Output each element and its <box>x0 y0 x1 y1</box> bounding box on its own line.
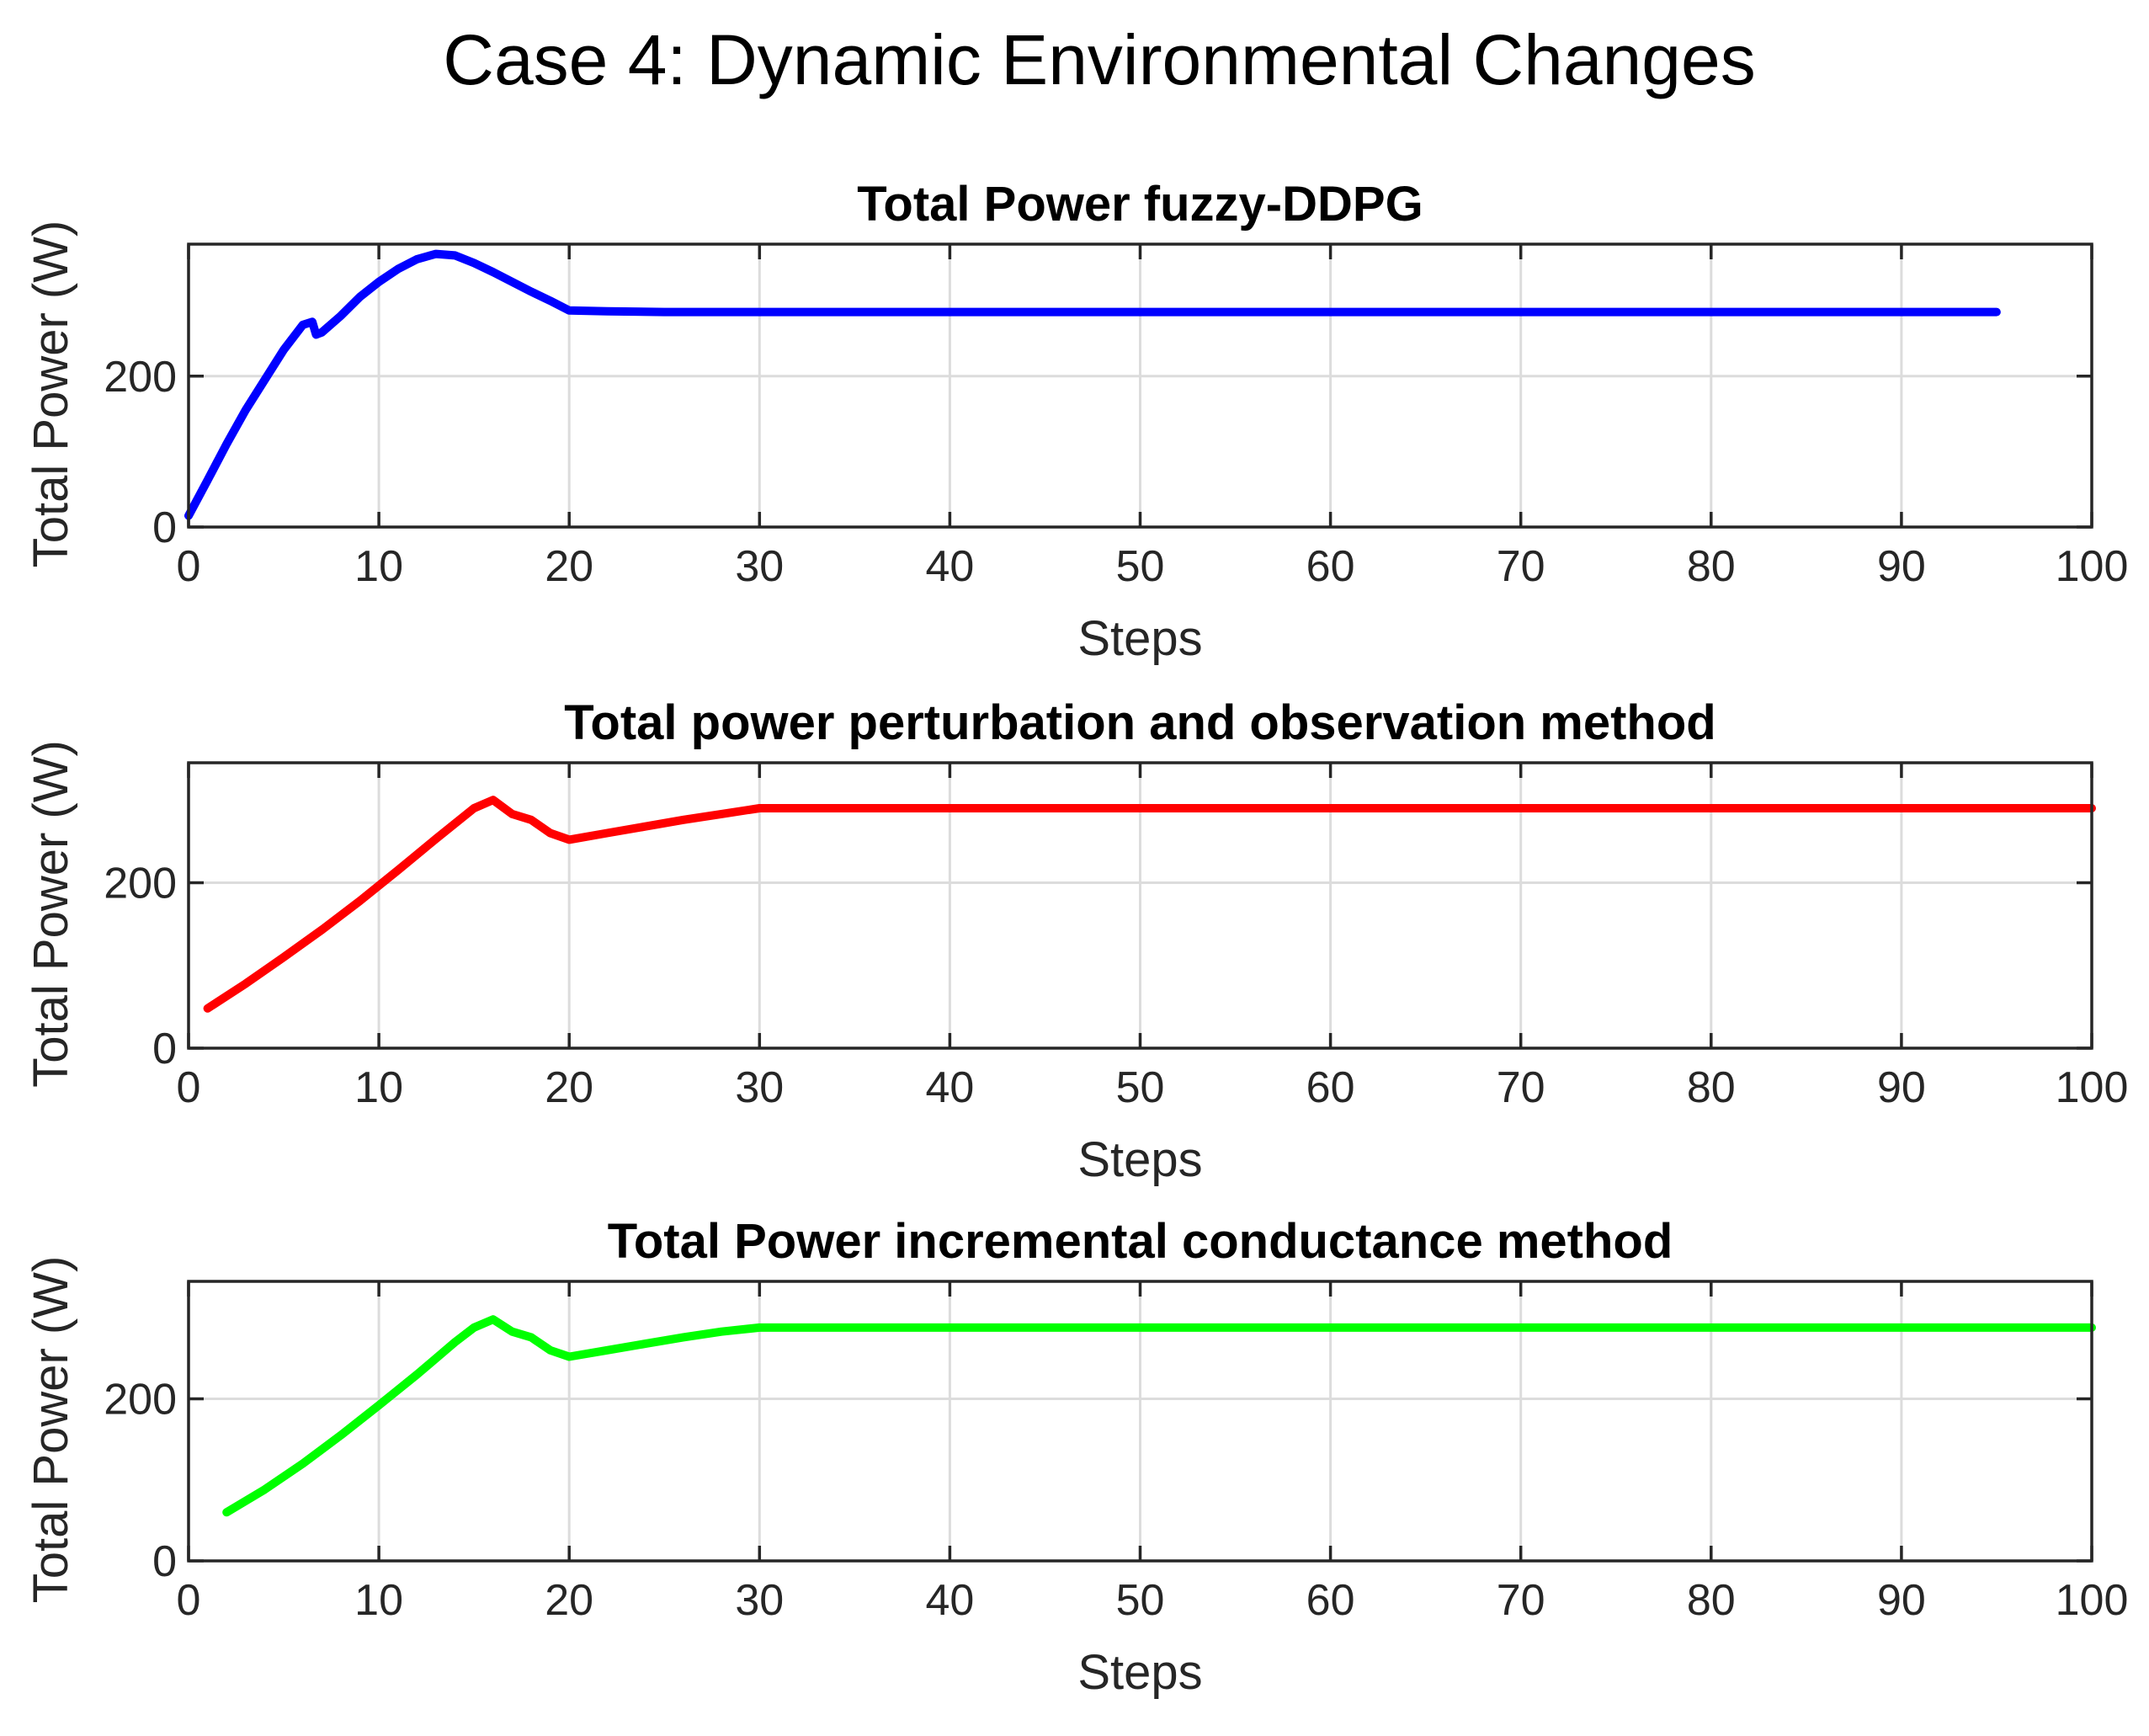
x-tick-label: 50 <box>1116 542 1165 591</box>
subplot-title: Total power perturbation and observation… <box>564 695 1715 750</box>
figure-title: Case 4: Dynamic Environmental Changes <box>443 20 1755 99</box>
y-tick-label: 200 <box>104 1376 177 1424</box>
x-tick-label: 80 <box>1687 1576 1736 1625</box>
x-tick-label: 100 <box>2056 1576 2129 1625</box>
x-tick-label: 70 <box>1497 1576 1545 1625</box>
x-tick-label: 70 <box>1497 542 1545 591</box>
x-tick-label: 20 <box>545 1576 593 1625</box>
y-axis-label: Total Power (W) <box>24 221 78 568</box>
x-tick-label: 80 <box>1687 1063 1736 1112</box>
x-tick-label: 40 <box>925 1063 974 1112</box>
subplot-3: 0 10 20 30 40 50 60 70 80 90 100 0 200 Total Power in… <box>24 1214 2128 1700</box>
x-tick-label: 10 <box>354 542 403 591</box>
x-tick-label: 90 <box>1877 1063 1926 1112</box>
y-axis-label: Total Power (W) <box>24 1256 78 1604</box>
x-tick-label: 60 <box>1306 1576 1355 1625</box>
series-line-1-1 <box>184 249 2001 520</box>
y-tick-label: 0 <box>152 503 177 552</box>
subplot-title: Total Power fuzzy-DDPG <box>857 177 1423 232</box>
subplot-2: 0 10 20 30 40 50 60 70 80 90 100 0 200 Total power pe… <box>24 695 2128 1187</box>
x-tick-label: 30 <box>735 542 784 591</box>
y-axis-label: Total Power (W) <box>24 740 78 1088</box>
x-tick-label: 40 <box>925 1576 974 1625</box>
x-tick-label: 90 <box>1877 1576 1926 1625</box>
x-tick-label: 70 <box>1497 1063 1545 1112</box>
x-axis-label: Steps <box>1077 611 1202 666</box>
y-tick-label: 200 <box>104 859 177 908</box>
x-tick-label: 30 <box>735 1063 784 1112</box>
x-tick-label: 20 <box>545 542 593 591</box>
x-tick-label: 20 <box>545 1063 593 1112</box>
x-tick-label: 50 <box>1116 1576 1165 1625</box>
y-tick-label: 200 <box>104 353 177 402</box>
x-axis-label: Steps <box>1077 1645 1202 1700</box>
x-axis-label: Steps <box>1077 1132 1202 1187</box>
x-tick-label: 50 <box>1116 1063 1165 1112</box>
subplot-1: 0 10 20 30 40 50 60 70 80 90 100 0 200 Total Power fu… <box>24 177 2128 666</box>
x-tick-label: 100 <box>2056 1063 2129 1112</box>
y-tick-label: 0 <box>152 1537 177 1586</box>
x-tick-label: 10 <box>354 1576 403 1625</box>
x-tick-label: 0 <box>177 1063 201 1112</box>
x-tick-label: 40 <box>925 542 974 591</box>
x-tick-label: 90 <box>1877 542 1926 591</box>
x-tick-label: 60 <box>1306 542 1355 591</box>
x-tick-label: 80 <box>1687 542 1736 591</box>
x-tick-label: 30 <box>735 1576 784 1625</box>
series-line-3-1 <box>222 1315 2096 1517</box>
x-tick-label: 0 <box>177 1576 201 1625</box>
x-tick-label: 10 <box>354 1063 403 1112</box>
series-line-2-1 <box>203 796 2096 1013</box>
x-tick-label: 100 <box>2056 542 2129 591</box>
x-tick-label: 0 <box>177 542 201 591</box>
x-tick-label: 60 <box>1306 1063 1355 1112</box>
y-tick-label: 0 <box>152 1025 177 1073</box>
subplot-title: Total Power incremental conductance meth… <box>608 1214 1673 1269</box>
